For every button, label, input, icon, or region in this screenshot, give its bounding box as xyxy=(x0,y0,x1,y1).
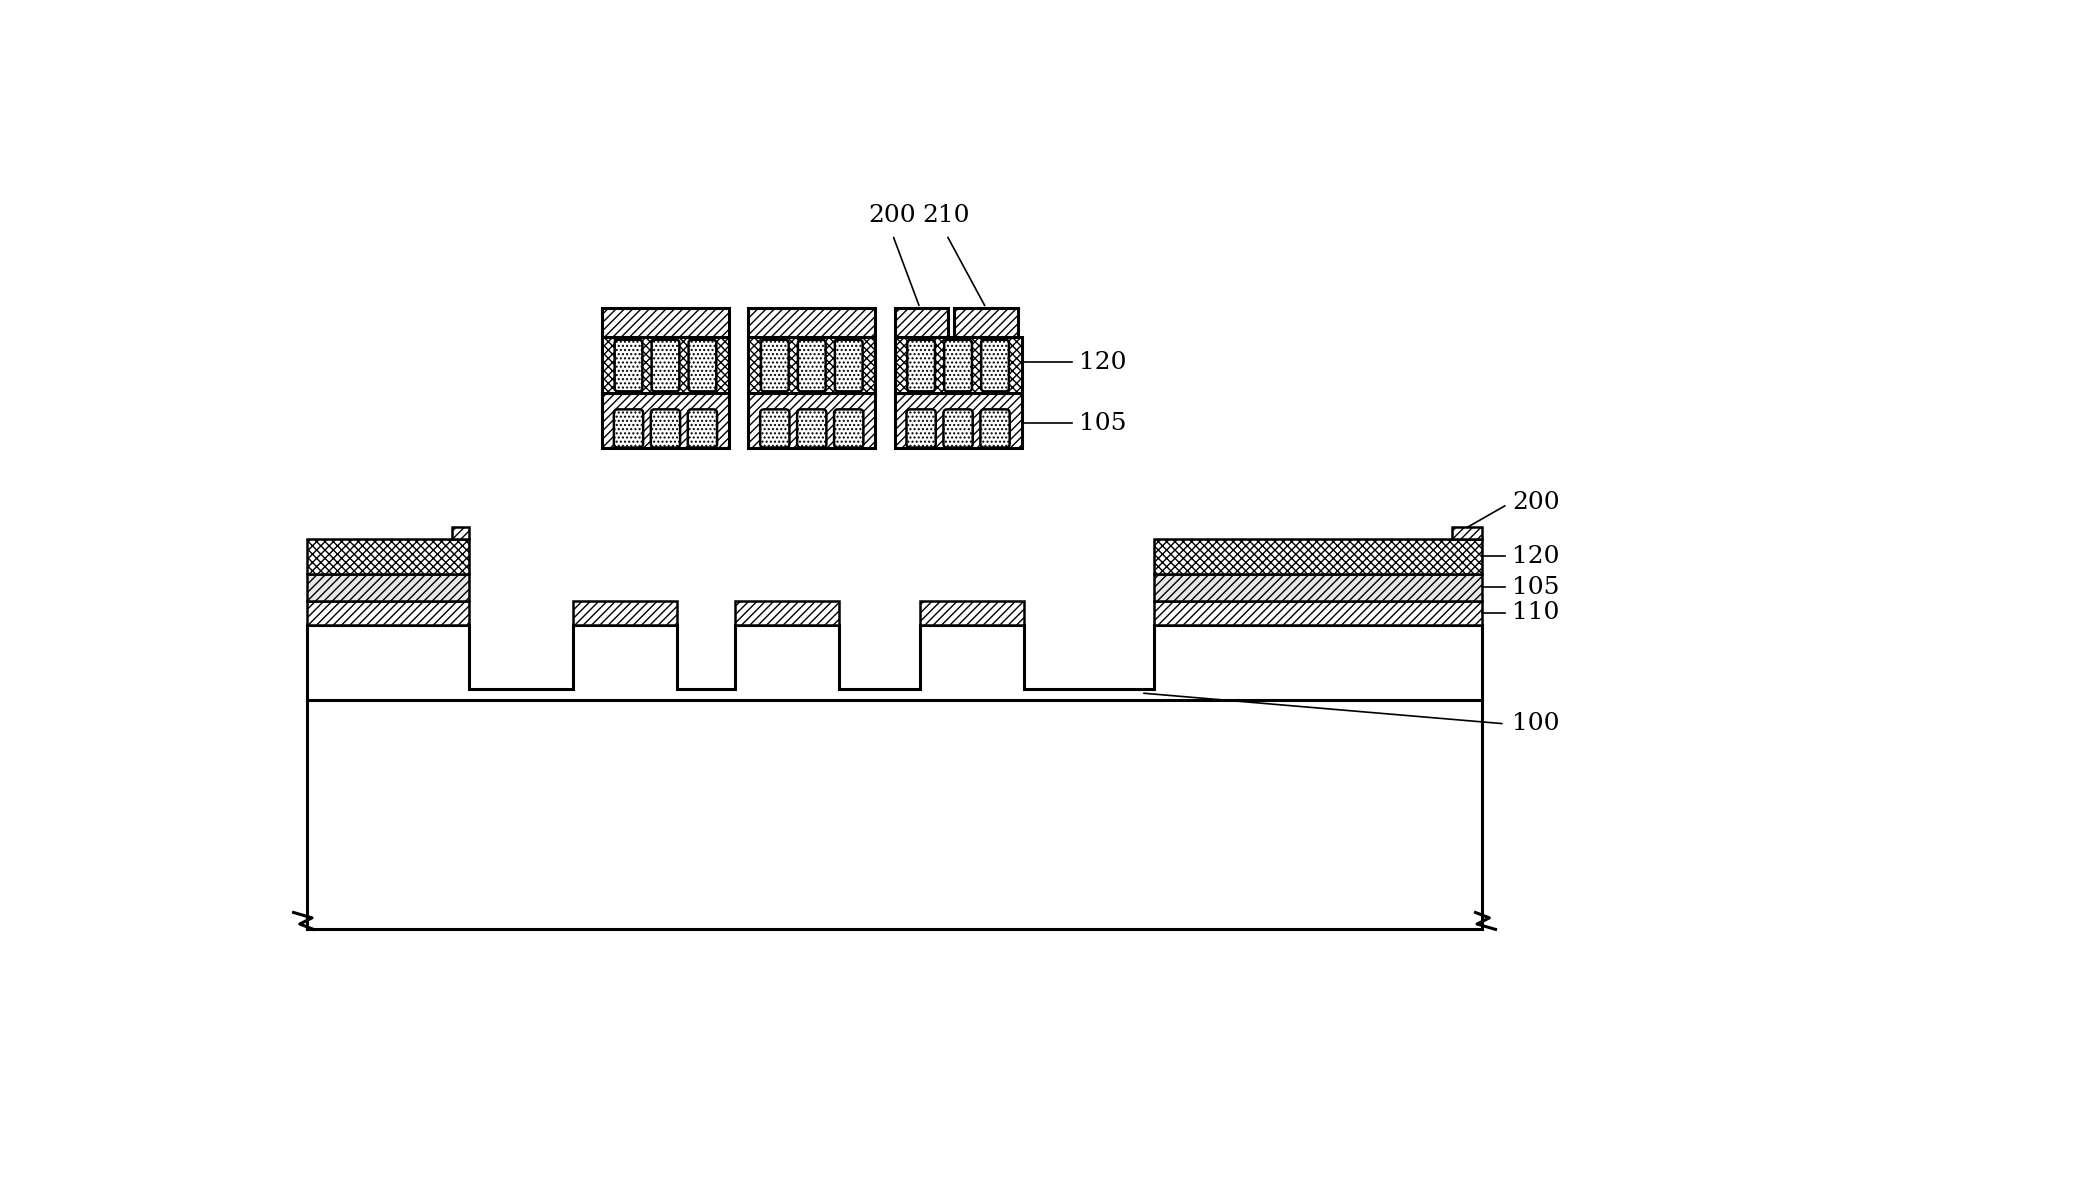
Text: 105: 105 xyxy=(1079,412,1127,434)
Text: 200: 200 xyxy=(1514,491,1559,515)
FancyBboxPatch shape xyxy=(836,340,863,391)
Text: 100: 100 xyxy=(1514,713,1559,736)
Bar xyxy=(603,337,730,392)
Bar xyxy=(1154,601,1482,625)
Bar xyxy=(894,337,1021,392)
Bar xyxy=(603,392,730,448)
FancyBboxPatch shape xyxy=(906,340,936,391)
FancyBboxPatch shape xyxy=(761,340,788,391)
Bar xyxy=(574,601,678,625)
FancyBboxPatch shape xyxy=(688,409,717,448)
Bar xyxy=(1154,574,1482,601)
FancyBboxPatch shape xyxy=(798,340,825,391)
Bar xyxy=(308,539,470,574)
FancyBboxPatch shape xyxy=(761,409,790,448)
Bar xyxy=(748,308,875,337)
FancyBboxPatch shape xyxy=(796,409,827,448)
FancyBboxPatch shape xyxy=(981,340,1008,391)
Bar xyxy=(1453,528,1482,539)
Bar xyxy=(748,337,875,392)
Bar xyxy=(1154,539,1482,574)
FancyBboxPatch shape xyxy=(944,340,973,391)
Bar xyxy=(894,308,948,337)
Text: 105: 105 xyxy=(1514,576,1559,599)
Bar xyxy=(894,392,1021,448)
FancyBboxPatch shape xyxy=(613,409,642,448)
Text: 120: 120 xyxy=(1514,545,1559,568)
Bar xyxy=(734,601,838,625)
Bar xyxy=(308,574,470,601)
Polygon shape xyxy=(308,625,1482,700)
FancyBboxPatch shape xyxy=(834,409,863,448)
FancyBboxPatch shape xyxy=(981,409,1010,448)
Bar xyxy=(748,392,875,448)
Text: 110: 110 xyxy=(1514,601,1559,624)
FancyBboxPatch shape xyxy=(615,340,642,391)
Text: 200: 200 xyxy=(869,204,917,227)
FancyBboxPatch shape xyxy=(906,409,936,448)
Bar xyxy=(919,601,1023,625)
Bar xyxy=(954,308,1017,337)
FancyBboxPatch shape xyxy=(688,340,717,391)
Bar xyxy=(453,528,470,539)
FancyBboxPatch shape xyxy=(651,409,680,448)
Text: 210: 210 xyxy=(923,204,971,227)
FancyBboxPatch shape xyxy=(651,340,680,391)
Bar xyxy=(308,601,470,625)
Text: 120: 120 xyxy=(1079,350,1127,373)
Bar xyxy=(603,308,730,337)
FancyBboxPatch shape xyxy=(944,409,973,448)
